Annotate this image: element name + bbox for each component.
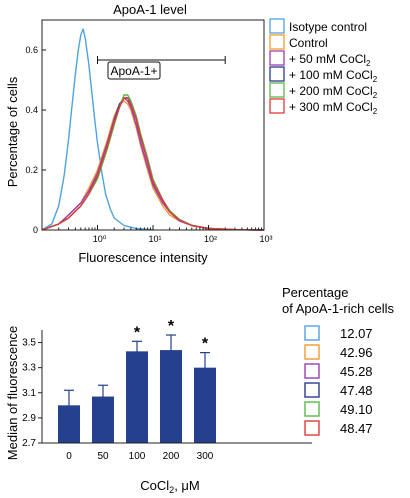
histogram-title: ApoA-1 level	[113, 2, 187, 17]
histogram-y-tick-label: 0	[33, 225, 38, 235]
legend-swatch-0	[269, 18, 285, 34]
histogram-x-tick-label: 10⁰	[93, 234, 107, 244]
bar-y-tick-label: 2.7	[22, 438, 36, 449]
bar-y-tick-label: 3.5	[22, 338, 36, 349]
legend-swatch-3	[269, 66, 285, 82]
legend-label-3: + 100 mM CoCl2	[289, 68, 378, 84]
percentage-panel: Percentage of ApoA-1-rich cells 12.07 42.…	[282, 285, 394, 436]
significance-star-100: *	[134, 324, 141, 341]
percentage-value-4: 49.10	[340, 402, 373, 417]
percentage-value-2: 45.28	[340, 364, 373, 379]
legend-label-0: Isotype control	[289, 20, 367, 34]
percentage-value-3: 47.48	[340, 383, 373, 398]
bar-x-tick-label: 50	[97, 451, 109, 462]
bar-y-label: Median of fluorescence	[5, 326, 20, 460]
bar-x-label: CoCl2, μM	[140, 478, 199, 495]
histogram-series-2	[41, 97, 265, 231]
legend-swatch-5	[269, 98, 285, 114]
percentage-list: 12.07 42.96 45.28 47.48 49.10 48.47	[304, 325, 373, 436]
bar-x-tick-label: 100	[129, 451, 146, 462]
bar-series-group: 0 50 * 100 * 200 * 300	[58, 318, 216, 462]
histogram-series-0	[41, 28, 154, 231]
percentage-swatch-2	[304, 363, 320, 379]
bar-chart: Median of fluorescence CoCl2, μM 0 50 * 100…	[5, 318, 312, 495]
histogram-y-label: Percentage of cells	[5, 76, 20, 187]
bar-200	[160, 350, 182, 443]
histogram-series-4	[41, 94, 265, 231]
percentage-title-line2: of ApoA-1-rich cells	[282, 301, 394, 316]
legend-swatch-1	[269, 34, 285, 50]
histogram-series-3	[41, 97, 265, 231]
histogram-x-tick-label: 10²	[204, 234, 217, 244]
significance-star-300: *	[202, 336, 209, 353]
histogram-x-tick-label: 10³	[259, 234, 272, 244]
legend-swatch-2	[269, 50, 285, 66]
bar-ticks: 2.7 2.9 3.1 3.3 3.5	[22, 338, 42, 449]
histogram-chart: ApoA-1 level Percentage of cells Fluores…	[5, 2, 378, 265]
histogram-series-group	[41, 28, 265, 231]
legend-label-4: + 200 mM CoCl2	[289, 84, 378, 100]
histogram-y-tick-label: 0.6	[25, 45, 38, 55]
histogram-series-5	[41, 97, 265, 231]
bar-x-tick-label: 300	[197, 451, 214, 462]
bar-y-tick-label: 3.1	[22, 388, 36, 399]
gate-label: ApoA-1+	[110, 64, 157, 78]
bar-50	[92, 396, 114, 443]
legend-label-2: + 50 mM CoCl2	[289, 52, 371, 68]
histogram-y-tick-label: 0.4	[25, 105, 38, 115]
percentage-swatch-4	[304, 401, 320, 417]
legend-swatch-4	[269, 82, 285, 98]
histogram-plot-frame	[41, 19, 265, 231]
bar-x-tick-label: 0	[66, 451, 72, 462]
histogram-y-tick-label: 0.2	[25, 165, 38, 175]
percentage-value-0: 12.07	[340, 326, 373, 341]
legend-label-1: Control	[289, 36, 328, 50]
histogram-x-label: Fluorescence intensity	[78, 250, 208, 265]
legend-label-5: + 300 mM CoCl2	[289, 100, 378, 116]
bar-100	[126, 351, 148, 443]
gate-marker: ApoA-1+	[97, 56, 226, 80]
histogram-legend: Isotype control Control + 50 mM CoCl2+ 100…	[269, 18, 378, 116]
bar-y-tick-label: 2.9	[22, 413, 36, 424]
bar-300	[194, 367, 216, 443]
histogram-x-tick-label: 10¹	[148, 234, 161, 244]
bar-0	[58, 405, 80, 443]
percentage-value-1: 42.96	[340, 345, 373, 360]
bar-y-tick-label: 3.3	[22, 363, 36, 374]
percentage-swatch-1	[304, 344, 320, 360]
percentage-title-line1: Percentage	[282, 285, 349, 300]
bar-x-tick-label: 200	[163, 451, 180, 462]
gate-label-box	[107, 61, 161, 80]
percentage-swatch-5	[304, 420, 320, 436]
percentage-swatch-3	[304, 382, 320, 398]
percentage-swatch-0	[304, 325, 320, 341]
significance-star-200: *	[168, 318, 175, 335]
percentage-value-5: 48.47	[340, 421, 373, 436]
